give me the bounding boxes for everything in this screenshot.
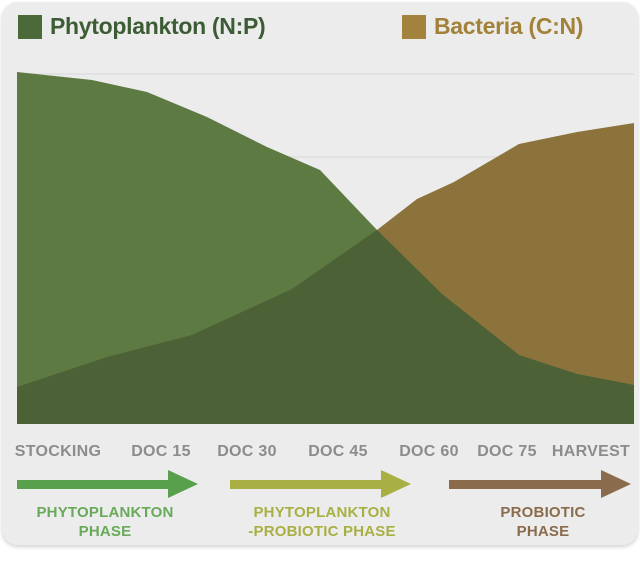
phytoplankton-probiotic-phase-label: PHYTOPLANKTON -PROBIOTIC PHASE bbox=[248, 503, 395, 541]
phase-label-line: PHYTOPLANKTON bbox=[253, 504, 391, 521]
phytoplankton-swatch-icon bbox=[18, 14, 42, 39]
arrow-head bbox=[601, 470, 631, 498]
phase-label-line: PHASE bbox=[516, 523, 570, 540]
arrow-shaft bbox=[449, 480, 603, 489]
legend-item-bacteria: Bacteria (C:N) bbox=[402, 13, 583, 40]
probiotic-phase-label: PROBIOTIC PHASE bbox=[500, 503, 585, 541]
arrow-shaft bbox=[17, 480, 170, 489]
bacteria-swatch-icon bbox=[402, 14, 426, 39]
probiotic-phase-arrow-icon bbox=[449, 470, 631, 498]
area-chart-plot bbox=[17, 72, 634, 424]
phytoplankton-phase-label: PHYTOPLANKTON PHASE bbox=[36, 503, 173, 541]
phase-label-line: PHASE bbox=[78, 523, 132, 540]
phytoplankton-phase-arrow-icon bbox=[17, 470, 198, 498]
arrow-shaft bbox=[230, 480, 383, 489]
overlap-area bbox=[17, 230, 634, 424]
arrow-head bbox=[381, 470, 411, 498]
x-axis-label-doc-60: DOC 60 bbox=[399, 443, 459, 460]
phase-label-line: PHYTOPLANKTON bbox=[36, 504, 174, 521]
chart-card: Phytoplankton (N:P) Bacteria (C:N) STOCK… bbox=[2, 2, 638, 545]
x-axis-label-doc-45: DOC 45 bbox=[308, 443, 368, 460]
phase-label-line: PROBIOTIC bbox=[500, 504, 586, 521]
legend-label-phytoplankton: Phytoplankton (N:P) bbox=[50, 13, 266, 39]
phase-label-line: -PROBIOTIC PHASE bbox=[248, 523, 396, 540]
legend-item-phytoplankton: Phytoplankton (N:P) bbox=[18, 13, 266, 40]
legend-label-bacteria: Bacteria (C:N) bbox=[434, 13, 584, 39]
phytoplankton-probiotic-phase-arrow-icon bbox=[230, 470, 411, 498]
x-axis: STOCKING DOC 15 DOC 30 DOC 45 DOC 60 DOC 75 HA… bbox=[2, 443, 640, 463]
x-axis-label-harvest: HARVEST bbox=[551, 443, 631, 460]
arrow-head bbox=[168, 470, 198, 498]
x-axis-label-doc-15: DOC 15 bbox=[131, 443, 191, 460]
x-axis-label-doc-75: DOC 75 bbox=[477, 443, 537, 460]
x-axis-label-stocking: STOCKING bbox=[14, 443, 102, 460]
x-axis-label-doc-30: DOC 30 bbox=[217, 443, 277, 460]
